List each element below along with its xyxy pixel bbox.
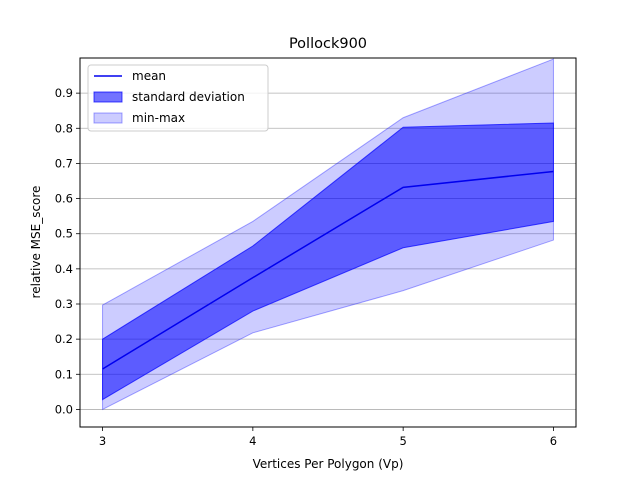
legend-box [87,64,269,132]
legend-swatch [93,91,123,103]
legend-label: min-max [132,111,185,125]
y-axis-label: relative MSE_score [29,186,43,299]
y-tick-label: 0.5 [55,227,73,241]
x-tick-label: 3 [99,434,106,448]
plot-frame [79,57,577,428]
legend-label: standard deviation [132,90,245,104]
x-ticks: 3 4 5 6 [99,427,557,448]
x-tick-label: 4 [249,434,256,448]
legend: mean standard deviation min-max [87,64,269,132]
y-tick-label: 0.9 [55,86,73,100]
y-tick-label: 0.8 [55,121,73,135]
x-tick-label: 6 [550,434,557,448]
y-tick-label: 0.6 [55,192,73,206]
y-tick-label: 0.7 [55,156,73,170]
y-tick-label: 0.1 [55,367,73,381]
y-ticks: 0.0 0.1 0.2 0.3 0.4 0.5 0.6 0.7 0.8 0.9 [55,86,80,416]
y-tick-label: 0.4 [55,262,73,276]
lines [102,170,554,370]
band-standard-deviation [102,122,554,401]
legend-entries: mean standard deviation min-max [93,69,245,125]
x-axis-label: Vertices Per Polygon (Vp) [253,457,404,471]
legend-swatch [93,112,123,124]
y-tick-label: 0.0 [55,402,73,416]
line-mean [102,170,554,370]
y-tick-label: 0.2 [55,332,73,346]
y-tick-label: 0.3 [55,297,73,311]
x-tick-label: 5 [399,434,406,448]
chart-title: Pollock900 [289,36,367,52]
bands [102,58,554,411]
legend-label: mean [132,69,166,83]
